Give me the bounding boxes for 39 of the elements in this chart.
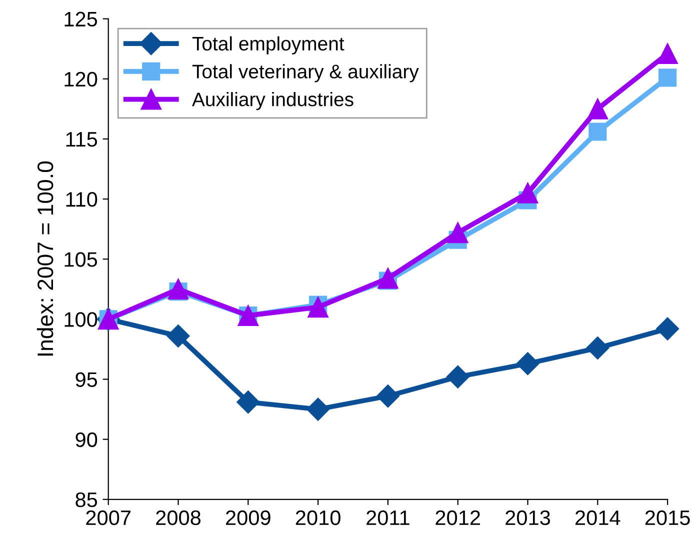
- point: [656, 317, 680, 340]
- point: [168, 278, 189, 300]
- point: [306, 398, 330, 421]
- y-tick-label: 120: [64, 72, 98, 87]
- y-tick-label: 115: [66, 132, 98, 147]
- point: [447, 222, 468, 244]
- point: [516, 352, 540, 376]
- x-tick-label: 2011: [366, 510, 410, 526]
- point: [378, 268, 398, 289]
- point: [376, 384, 400, 408]
- y-tick-label: 125: [64, 12, 98, 27]
- point: [658, 68, 677, 87]
- point: [657, 43, 678, 64]
- x-tick-label: 2013: [506, 510, 550, 526]
- y-tick-label: 100: [64, 312, 98, 327]
- legend-label: Auxiliary industries: [192, 92, 354, 110]
- x-tick-label: 2009: [226, 510, 270, 526]
- point: [308, 296, 328, 318]
- point: [588, 122, 607, 141]
- y-tick-label: 90: [76, 432, 98, 448]
- y-axis-title: Index: 2007 = 100.0: [36, 161, 54, 356]
- x-tick-label: 2015: [645, 510, 690, 526]
- x-tick-label: 2007: [86, 510, 130, 526]
- point: [446, 365, 470, 388]
- y-tick-label: 105: [64, 252, 98, 267]
- y-tick-label: 95: [76, 372, 98, 388]
- legend-label: Total veterinary & auxiliary: [192, 64, 419, 82]
- x-tick-label: 2012: [436, 510, 480, 526]
- x-tick-label: 2014: [576, 510, 620, 526]
- y-tick-label: 85: [76, 492, 98, 508]
- point: [586, 336, 610, 360]
- x-tick-label: 2008: [156, 510, 201, 526]
- point: [517, 182, 538, 204]
- point: [166, 324, 190, 348]
- y-tick-label: 110: [66, 192, 98, 207]
- x-tick-label: 2010: [296, 510, 340, 526]
- point: [587, 98, 608, 120]
- point: [236, 390, 260, 414]
- legend-label: Total employment: [192, 36, 344, 54]
